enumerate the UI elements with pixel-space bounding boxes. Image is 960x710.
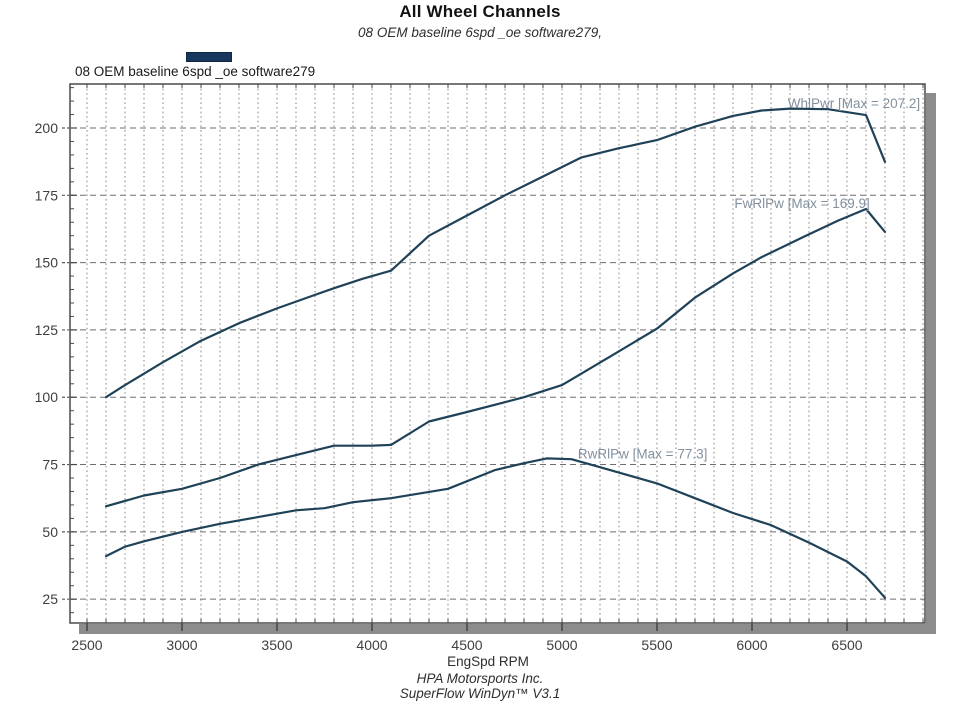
x-tick-label: 4500 [451, 637, 482, 653]
plot-shadow-right [926, 93, 936, 634]
y-tick-label: 125 [35, 322, 59, 338]
x-tick-label: 6000 [736, 637, 767, 653]
footer-software: SuperFlow WinDyn™ V3.1 [399, 686, 561, 701]
series-line-rwrlpw [104, 457, 887, 599]
plot-shadow-bottom [79, 624, 936, 634]
series-line-fwrlpw [104, 207, 887, 508]
x-tick-label: 3000 [166, 637, 197, 653]
y-tick-label: 75 [42, 457, 58, 473]
y-tick-label: 150 [35, 255, 59, 271]
x-tick-label: 5000 [546, 637, 577, 653]
legend-swatch [186, 52, 232, 62]
chart-title: All Wheel Channels [399, 2, 561, 21]
legend-series-label: 08 OEM baseline 6spd _oe software279 [75, 64, 316, 79]
y-tick-label: 25 [42, 591, 58, 607]
y-tick-label: 200 [35, 120, 59, 136]
plot-background [70, 84, 925, 623]
x-tick-label: 2500 [71, 637, 102, 653]
x-tick-label: 5500 [641, 637, 672, 653]
series-line-whlpwr [104, 107, 887, 399]
x-tick-label: 3500 [261, 637, 292, 653]
series-annotation-rwrlpw: RwRlPw [Max = 77.3] [578, 447, 707, 462]
y-tick-label: 175 [35, 187, 59, 203]
plot-border [69, 83, 926, 624]
y-tick-label: 50 [42, 524, 58, 540]
series-annotation-whlpwr: WhlPwr [Max = 207.2] [788, 96, 920, 111]
x-tick-label: 4000 [356, 637, 387, 653]
chart-subtitle: 08 OEM baseline 6spd _oe software279, [358, 25, 602, 40]
x-tick-label: 6500 [831, 637, 862, 653]
y-tick-label: 100 [35, 389, 59, 405]
footer-company: HPA Motorsports Inc. [416, 671, 544, 686]
series-annotation-fwrlpw: FwRlPw [Max = 169.9] [734, 196, 869, 211]
x-axis-title: EngSpd RPM [447, 654, 529, 669]
